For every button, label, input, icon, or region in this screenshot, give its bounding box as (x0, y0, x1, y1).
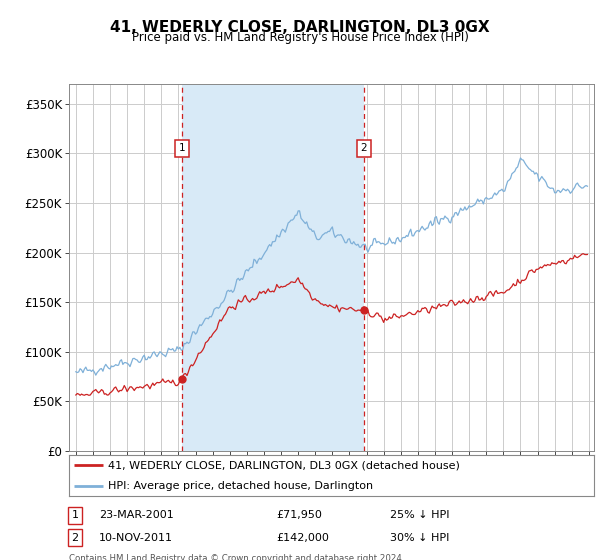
Text: 2: 2 (71, 533, 79, 543)
Text: 10-NOV-2011: 10-NOV-2011 (99, 533, 173, 543)
Bar (182, 84, 364, 451)
Text: £71,950: £71,950 (276, 510, 322, 520)
Text: Price paid vs. HM Land Registry's House Price Index (HPI): Price paid vs. HM Land Registry's House … (131, 31, 469, 44)
Text: HPI: Average price, detached house, Darlington: HPI: Average price, detached house, Darl… (109, 480, 373, 491)
Text: 25% ↓ HPI: 25% ↓ HPI (390, 510, 449, 520)
Text: Contains HM Land Registry data © Crown copyright and database right 2024.: Contains HM Land Registry data © Crown c… (69, 554, 404, 560)
Text: 2: 2 (361, 143, 367, 153)
Text: 23-MAR-2001: 23-MAR-2001 (99, 510, 174, 520)
Text: 30% ↓ HPI: 30% ↓ HPI (390, 533, 449, 543)
Text: 41, WEDERLY CLOSE, DARLINGTON, DL3 0GX: 41, WEDERLY CLOSE, DARLINGTON, DL3 0GX (110, 20, 490, 35)
Text: 1: 1 (71, 510, 79, 520)
Text: 41, WEDERLY CLOSE, DARLINGTON, DL3 0GX (detached house): 41, WEDERLY CLOSE, DARLINGTON, DL3 0GX (… (109, 460, 460, 470)
Text: 1: 1 (179, 143, 185, 153)
Text: £142,000: £142,000 (276, 533, 329, 543)
